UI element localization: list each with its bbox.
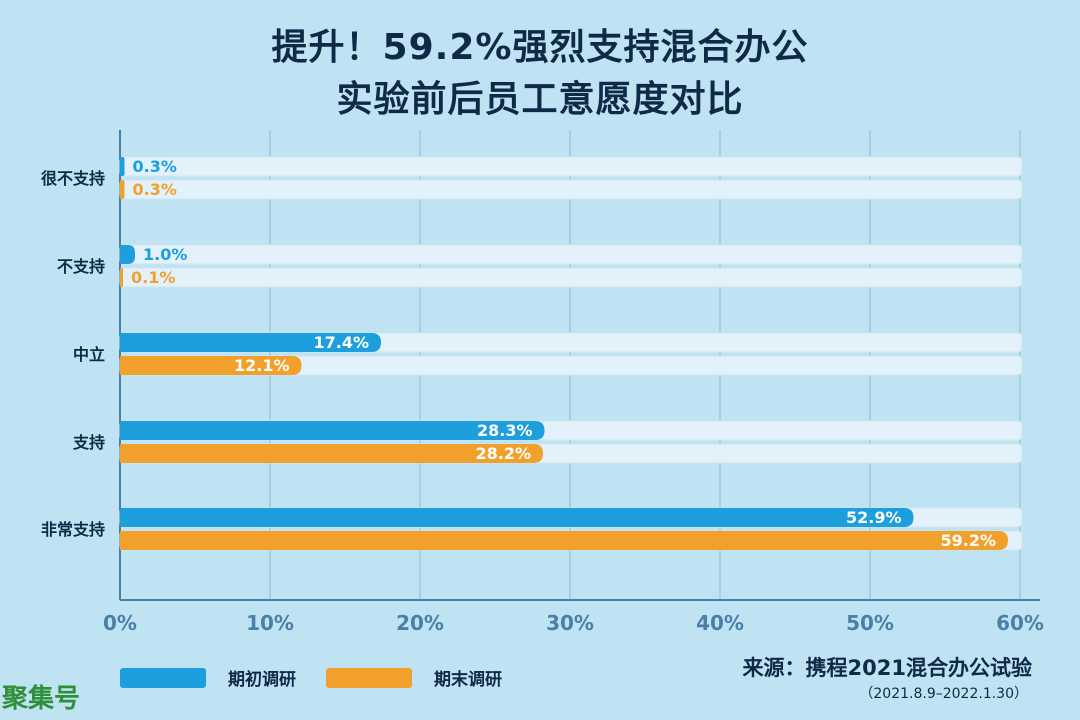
data-label: 28.3% bbox=[477, 421, 533, 440]
bar bbox=[120, 245, 135, 264]
data-label: 0.3% bbox=[133, 180, 177, 199]
bar-track bbox=[119, 156, 1023, 177]
legend-label-final: 期末调研 bbox=[434, 670, 502, 690]
bar-track bbox=[119, 244, 1023, 265]
bar bbox=[120, 333, 381, 352]
chart-subtitle: 实验前后员工意愿度对比 bbox=[336, 79, 744, 120]
data-label: 0.1% bbox=[131, 268, 175, 287]
bar bbox=[120, 508, 914, 527]
bar bbox=[120, 356, 302, 375]
bar bbox=[120, 268, 123, 287]
data-label: 1.0% bbox=[143, 245, 187, 264]
bar bbox=[120, 444, 543, 463]
legend-label-initial: 期初调研 bbox=[228, 670, 296, 690]
legend-item-initial: 期初调研 bbox=[120, 665, 296, 690]
legend-item-final: 期末调研 bbox=[326, 665, 502, 690]
category-label: 中立 bbox=[73, 345, 105, 364]
x-tick-label: 60% bbox=[996, 611, 1044, 635]
x-tick-label: 50% bbox=[846, 611, 894, 635]
legend-swatch-final bbox=[326, 667, 412, 688]
bar-track bbox=[119, 267, 1023, 288]
chart-title: 提升！59.2%强烈支持混合办公 bbox=[271, 27, 809, 68]
data-label: 17.4% bbox=[313, 333, 369, 352]
x-tick-label: 20% bbox=[396, 611, 444, 635]
category-label: 支持 bbox=[72, 433, 105, 452]
category-label: 很不支持 bbox=[41, 169, 105, 188]
x-tick-label: 40% bbox=[696, 611, 744, 635]
data-label: 12.1% bbox=[234, 356, 290, 375]
category-label: 非常支持 bbox=[41, 520, 105, 539]
data-label: 0.3% bbox=[133, 157, 177, 176]
watermark: 聚集号 bbox=[2, 684, 81, 714]
bar bbox=[120, 531, 1008, 550]
bar bbox=[120, 180, 125, 199]
data-label: 52.9% bbox=[846, 508, 902, 527]
bar-track bbox=[119, 179, 1023, 200]
x-tick-label: 30% bbox=[546, 611, 594, 635]
bar bbox=[120, 157, 125, 176]
x-tick-label: 10% bbox=[246, 611, 294, 635]
data-label: 28.2% bbox=[475, 444, 531, 463]
bar bbox=[120, 421, 545, 440]
legend-swatch-initial bbox=[120, 667, 206, 688]
source-note: 来源：携程2021混合办公试验 bbox=[742, 656, 1032, 680]
data-label: 59.2% bbox=[940, 531, 996, 550]
category-label: 不支持 bbox=[57, 257, 105, 276]
source-date: （2021.8.9–2022.1.30） bbox=[859, 686, 1028, 702]
x-tick-label: 0% bbox=[103, 611, 137, 635]
